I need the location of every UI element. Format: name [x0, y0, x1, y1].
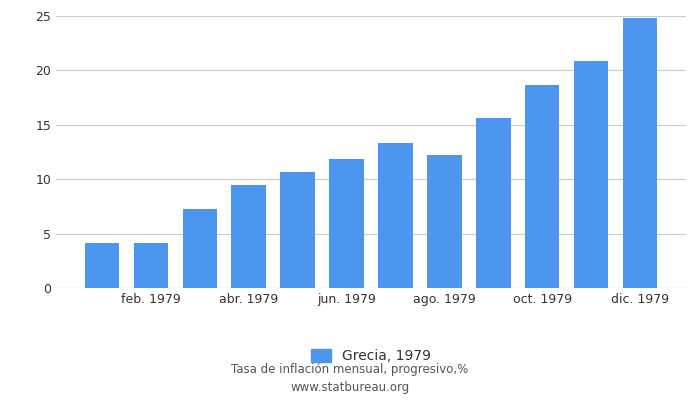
- Bar: [281, 172, 315, 288]
- Bar: [232, 185, 266, 288]
- Legend: Grecia, 1979: Grecia, 1979: [305, 344, 437, 369]
- Bar: [525, 84, 559, 288]
- Bar: [330, 158, 364, 288]
- Bar: [183, 208, 217, 288]
- Bar: [134, 243, 168, 288]
- Bar: [378, 143, 412, 288]
- Text: www.statbureau.org: www.statbureau.org: [290, 382, 410, 394]
- Bar: [476, 118, 510, 288]
- Bar: [427, 155, 461, 288]
- Bar: [623, 18, 657, 288]
- Bar: [574, 61, 608, 288]
- Bar: [85, 243, 119, 288]
- Text: Tasa de inflación mensual, progresivo,%: Tasa de inflación mensual, progresivo,%: [232, 364, 468, 376]
